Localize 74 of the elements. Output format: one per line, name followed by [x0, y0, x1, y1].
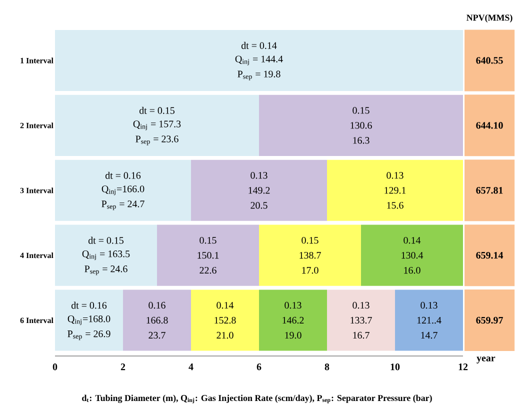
annotation: 16.7: [353, 332, 370, 339]
x-axis-title: year: [476, 356, 496, 364]
text: 640.55: [476, 57, 503, 64]
annotation: 19.0: [285, 332, 302, 339]
annotation: 129.1: [384, 187, 406, 194]
annotation: Q$_{inj}$ = 157.3: [133, 120, 181, 130]
annotation: dt = 0.15: [88, 236, 124, 244]
annotation: 14.7: [421, 332, 438, 339]
annotation: 150.1: [198, 252, 219, 259]
text: NPV(MMS): [466, 14, 512, 22]
annotation: 0.15: [200, 236, 216, 244]
annotation: 138.7: [300, 252, 321, 259]
annotation: dt = 0.15: [139, 106, 174, 114]
bar: [157, 224, 260, 286]
annotation: 0.13: [284, 302, 302, 309]
annotation: dt = 0.14: [241, 42, 277, 49]
x-tick-label: 12: [458, 364, 468, 370]
bar: [55, 94, 260, 156]
annotation: 23.7: [148, 332, 166, 339]
x-tick-label: 8: [324, 364, 330, 370]
annotation: 133.7: [350, 316, 372, 324]
annotation: Q$_{inj}$ = 163.5: [82, 250, 130, 260]
x-tick-label: 10: [390, 364, 400, 370]
x-tick-label: 0: [52, 364, 58, 370]
annotation: 149.2: [248, 187, 270, 194]
annotation: 0.13: [386, 172, 404, 179]
annotation: 15.6: [387, 202, 404, 209]
bar: [327, 290, 396, 351]
annotation: 146.2: [282, 316, 304, 324]
annotation: 0.14: [404, 236, 421, 244]
annotation: 130.4: [402, 252, 424, 259]
annotation: 16.3: [353, 137, 370, 144]
annotation: 0.14: [216, 302, 234, 309]
annotation: Q$_{inj}$=166.0: [102, 186, 144, 196]
x-tick-label: 6: [256, 364, 262, 370]
bar: [55, 290, 123, 351]
annotation: P$_{sep}$ = 19.8: [238, 70, 280, 80]
annotation: P$_{sep}$ = 23.6: [136, 136, 178, 146]
annotation: 22.6: [200, 266, 216, 274]
annotation: 0.15: [352, 107, 370, 114]
bar: [123, 290, 191, 351]
annotation: 130.6: [350, 122, 372, 129]
x-tick-label: 4: [188, 364, 194, 370]
bar: [55, 224, 157, 286]
annotation: P$_{sep}$ = 26.9: [68, 330, 110, 340]
annotation: dt = 0.16: [71, 302, 107, 309]
bar: [259, 290, 328, 351]
annotation: 0.13: [420, 302, 438, 309]
text: 644.10: [476, 122, 503, 129]
bar: [191, 160, 328, 221]
text: 659.97: [476, 316, 503, 324]
annotation: 16.0: [404, 266, 420, 274]
annotation: dt = 0.16: [105, 172, 141, 179]
x-tick-label: 2: [120, 364, 126, 370]
annotation: P$_{sep}$ = 24.6: [84, 266, 128, 276]
annotation: 17.0: [302, 266, 318, 274]
annotation: 21.0: [216, 332, 234, 339]
annotation: 0.15: [302, 236, 318, 244]
annotation: Q$_{inj}$ = 144.4: [235, 56, 283, 66]
text: 657.81: [476, 186, 503, 194]
annotation: 0.16: [148, 302, 166, 309]
bar: [259, 224, 362, 286]
annotation: 152.8: [214, 316, 236, 324]
text: 659.14: [476, 252, 504, 259]
bar: [191, 290, 260, 351]
annotation: P$_{sep}$ = 24.7: [102, 200, 144, 210]
text: d$_{t}$: Tubing Diameter (m), Q$_{inj}$: Gas Injection Rate (scm/day), P$_{sep}$: Separator Pressure (bar): [82, 394, 432, 404]
annotation: 0.13: [250, 172, 268, 179]
annotation: 166.8: [146, 316, 168, 324]
annotation: Q$_{inj}$=168.0: [68, 315, 110, 326]
bar: [55, 160, 191, 221]
annotation: 20.5: [250, 202, 268, 209]
annotation: 0.13: [352, 302, 370, 309]
annotation: 121..4: [417, 316, 442, 324]
